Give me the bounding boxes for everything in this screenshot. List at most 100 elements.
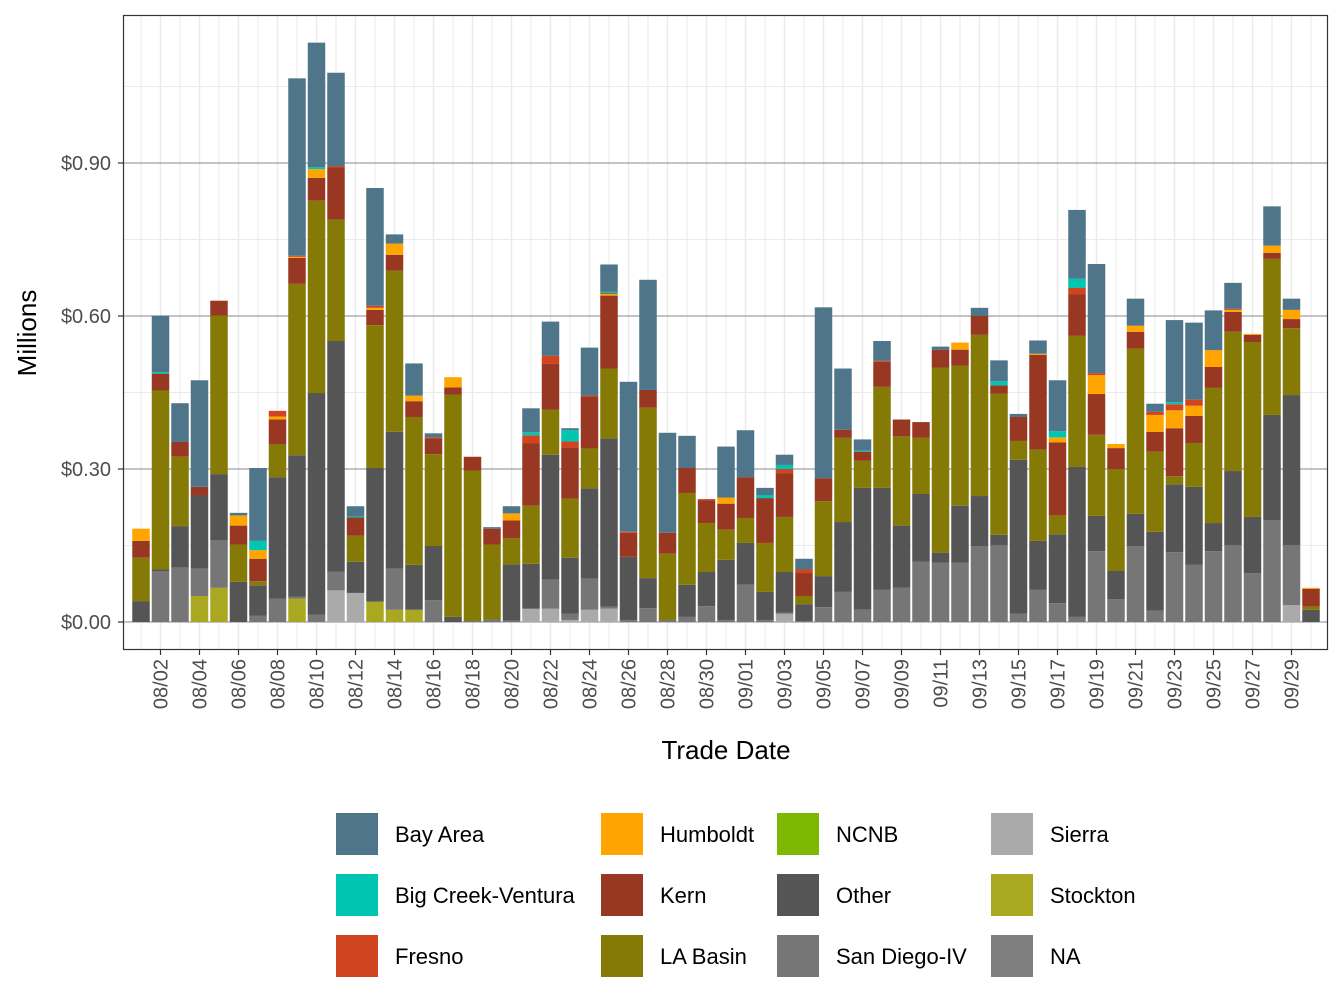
- bar-segment-kern: [171, 441, 189, 457]
- bar-segment-fresno: [1165, 404, 1184, 411]
- bar-segment-san-diego-iv: [1029, 589, 1047, 622]
- legend-item-humboldt: Humboldt: [601, 813, 754, 855]
- bar-stack-08-20: [502, 506, 521, 622]
- bar-segment-la-basin: [1126, 348, 1145, 514]
- bar-segment-la-basin: [1165, 476, 1184, 485]
- bar-segment-sierra: [561, 619, 579, 622]
- bar-segment-bay-area: [736, 430, 755, 478]
- x-tick-label: 08/22: [541, 659, 563, 709]
- bar-segment-bay-area: [639, 279, 657, 390]
- bar-segment-other: [444, 616, 462, 622]
- bar-segment-stockton: [210, 587, 228, 622]
- bar-segment-fresno: [619, 531, 638, 533]
- bar-segment-bay-area: [190, 380, 209, 487]
- bar-segment-san-diego-iv: [1204, 551, 1223, 622]
- bar-segment-other: [736, 542, 755, 585]
- bar-segment-sierra: [1282, 605, 1301, 622]
- bar-segment-la-basin: [990, 393, 1008, 535]
- bar-segment-la-basin: [951, 365, 969, 506]
- bar-segment-la-basin: [1087, 434, 1106, 516]
- bar-segment-big-creek-ventura: [1048, 431, 1067, 438]
- bar-segment-fresno: [268, 410, 287, 417]
- bar-segment-bay-area: [541, 321, 560, 356]
- legend: Bay Area Big Creek-Ventura Fresno Humboldt K…: [336, 813, 1136, 977]
- bar-segment-san-diego-iv: [307, 614, 326, 622]
- bar-segment-la-basin: [424, 454, 443, 547]
- x-tick-label: 08/26: [619, 659, 641, 709]
- bar-segment-humboldt: [1302, 587, 1320, 589]
- bar-segment-san-diego-iv: [288, 596, 306, 599]
- bar-segment-san-diego-iv: [892, 587, 911, 622]
- legend-item-san-diego-iv: San Diego-IV: [777, 935, 967, 977]
- bar-segment-other: [1009, 459, 1028, 614]
- bar-segment-bay-area: [327, 72, 345, 167]
- bar-stack-09-17: [1048, 380, 1067, 622]
- bar-segment-kern: [658, 532, 677, 554]
- bar-stack-09-07: [853, 439, 872, 622]
- legend-item-other: Other: [777, 874, 891, 916]
- x-tick-label: 09/09: [892, 659, 914, 709]
- bar-segment-kern: [463, 456, 482, 471]
- bar-segment-kern: [366, 309, 384, 326]
- bar-stack-08-28: [658, 432, 677, 622]
- bar-segment-sierra: [600, 608, 618, 622]
- legend-key: [777, 813, 819, 855]
- bar-segment-san-diego-iv: [502, 620, 521, 622]
- legend-key: [336, 935, 378, 977]
- bar-segment-sierra: [346, 592, 365, 622]
- bar-segment-san-diego-iv: [658, 619, 677, 622]
- bar-stack-09-06: [834, 368, 852, 622]
- bar-segment-san-diego-iv: [1243, 573, 1262, 622]
- x-tick-label: 08/28: [658, 659, 680, 709]
- bar-segment-other: [678, 584, 696, 617]
- bar-segment-other: [814, 576, 833, 608]
- bar-segment-la-basin: [1243, 342, 1262, 517]
- bar-segment-kern: [249, 558, 267, 582]
- bar-segment-san-diego-iv: [541, 579, 560, 609]
- bar-stack-08-18: [463, 456, 482, 622]
- bar-segment-la-basin: [658, 553, 677, 620]
- bar-segment-other: [834, 522, 852, 592]
- bar-segment-san-diego-iv: [678, 616, 696, 622]
- bar-segment-kern: [697, 500, 716, 524]
- bar-stack-08-07: [249, 467, 267, 622]
- legend-key: [991, 935, 1033, 977]
- bar-segment-bay-area: [1009, 413, 1028, 417]
- bar-stack-08-04: [190, 380, 209, 622]
- bar-stack-09-13: [970, 307, 989, 622]
- bar-segment-humboldt: [1048, 437, 1067, 443]
- bar-stack-08-13: [366, 187, 384, 622]
- bar-segment-stockton: [366, 601, 384, 622]
- legend-label: NA: [1050, 944, 1081, 969]
- bar-segment-kern: [1126, 331, 1145, 349]
- bar-segment-san-diego-iv: [1068, 616, 1086, 622]
- bar-stack-09-11: [931, 346, 950, 622]
- bar-segment-la-basin: [892, 436, 911, 526]
- bar-segment-kern: [892, 419, 911, 437]
- bar-segment-kern: [307, 177, 326, 201]
- x-tick-label: 09/11: [931, 659, 953, 708]
- bar-segment-other: [600, 438, 618, 607]
- bar-segment-stockton: [405, 609, 423, 622]
- bar-stack-09-30: [1302, 587, 1320, 622]
- bar-segment-bay-area: [873, 340, 891, 361]
- bar-segment-kern: [405, 401, 423, 417]
- bar-segment-kern: [385, 254, 404, 271]
- x-tick-label: 09/19: [1087, 659, 1109, 709]
- bar-segment-la-basin: [541, 409, 560, 455]
- bar-segment-big-creek-ventura: [1165, 402, 1184, 405]
- x-tick-label: 09/23: [1165, 659, 1187, 709]
- bar-segment-kern: [268, 419, 287, 445]
- bar-segment-kern: [424, 438, 443, 455]
- bar-segment-kern: [1107, 448, 1125, 469]
- bar-segment-la-basin: [249, 581, 267, 586]
- bar-stack-08-02: [151, 315, 170, 622]
- bar-segment-humboldt: [249, 550, 267, 559]
- bar-stack-08-08: [268, 410, 287, 622]
- bar-stack-08-26: [619, 381, 638, 622]
- bar-stack-09-03: [775, 454, 794, 622]
- bar-segment-other: [541, 454, 560, 580]
- bar-segment-other: [717, 559, 735, 620]
- bar-segment-other: [1204, 523, 1223, 552]
